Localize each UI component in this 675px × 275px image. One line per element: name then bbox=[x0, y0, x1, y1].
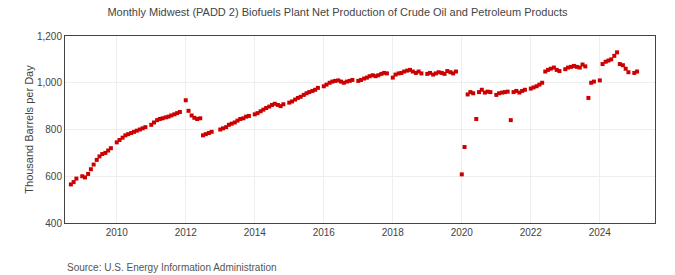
svg-text:600: 600 bbox=[45, 171, 62, 182]
svg-text:2020: 2020 bbox=[451, 227, 474, 238]
svg-text:2016: 2016 bbox=[313, 227, 336, 238]
svg-text:2010: 2010 bbox=[106, 227, 129, 238]
svg-text:2024: 2024 bbox=[589, 227, 612, 238]
svg-text:800: 800 bbox=[45, 124, 62, 135]
svg-text:2018: 2018 bbox=[382, 227, 405, 238]
svg-text:2014: 2014 bbox=[244, 227, 267, 238]
svg-text:Source: U.S. Energy Informatio: Source: U.S. Energy Information Administ… bbox=[67, 262, 277, 273]
svg-text:2012: 2012 bbox=[175, 227, 198, 238]
svg-text:1,000: 1,000 bbox=[37, 77, 62, 88]
svg-text:400: 400 bbox=[45, 218, 62, 229]
svg-text:2022: 2022 bbox=[520, 227, 543, 238]
svg-text:Monthly Midwest (PADD 2) Biofu: Monthly Midwest (PADD 2) Biofuels Plant … bbox=[107, 6, 568, 18]
svg-text:1,200: 1,200 bbox=[37, 31, 62, 42]
svg-text:Thousand Barrels per Day: Thousand Barrels per Day bbox=[23, 65, 35, 194]
